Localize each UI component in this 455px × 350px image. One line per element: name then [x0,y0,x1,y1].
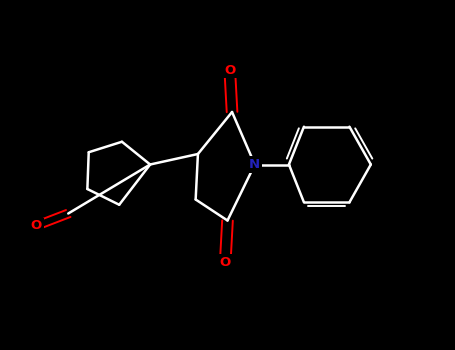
Text: N: N [249,158,260,171]
Text: O: O [224,63,235,77]
Text: O: O [220,256,231,269]
Text: O: O [31,219,42,232]
